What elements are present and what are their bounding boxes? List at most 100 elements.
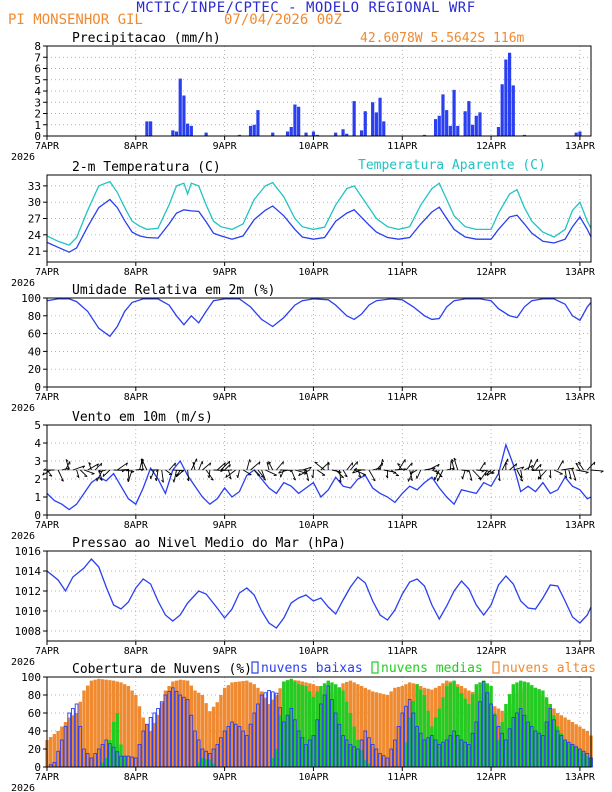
wind-frame: [46, 424, 592, 516]
wind-barb: [192, 462, 196, 471]
wind-barb-head: [382, 459, 384, 463]
wind-barb-head: [49, 474, 53, 477]
precip-bar: [304, 132, 308, 136]
wind-barb-head: [409, 471, 413, 475]
wind-barb: [590, 469, 604, 472]
wind-barb: [150, 469, 155, 479]
wind-barb-head: [338, 479, 342, 483]
temp-xtick-label: 13APR: [565, 267, 596, 278]
cloud-mid-bar: [433, 717, 438, 767]
wind-barb: [220, 460, 231, 471]
clouds-xtick-label: 7APR: [35, 772, 60, 783]
wind-xtick-label: 11APR: [387, 520, 418, 531]
wind-barb-head: [381, 462, 384, 466]
rh-xtick-label: 11APR: [387, 392, 418, 403]
cloud-mid-bar: [411, 700, 416, 767]
wind-barb-head: [340, 476, 344, 478]
cloud-high-bar: [237, 681, 242, 767]
cloud-high-bar: [208, 711, 212, 767]
cloud-high-bar: [189, 685, 194, 767]
cloud-high-bar: [230, 682, 234, 767]
cloud-high-bar: [78, 701, 83, 767]
cloud-high-bar: [356, 684, 360, 767]
precip-bar: [334, 132, 338, 136]
cloud-mid-bar: [441, 697, 445, 767]
wind-barb-head: [266, 461, 270, 465]
wind-barb: [87, 463, 99, 471]
cloud-mid-bar: [552, 715, 556, 767]
wind-barb-head: [358, 475, 362, 478]
pmsl-xtick-label: 9APR: [213, 646, 238, 657]
wind-barb-head: [298, 472, 301, 476]
cloud-high-bar: [352, 682, 356, 767]
wind-barb: [302, 466, 312, 471]
cloud-mid-bar: [119, 744, 123, 767]
precip-bar: [189, 125, 193, 136]
cloud-high-bar: [97, 678, 101, 767]
cloud-mid-bar: [208, 759, 212, 767]
cloud-mid-bar: [430, 726, 434, 767]
wind-barb-head: [209, 462, 212, 466]
cloud-mid-bar: [367, 763, 371, 767]
cloud-high-bar: [215, 702, 219, 767]
clouds-year-label: 2026: [11, 783, 35, 792]
wind-barb: [527, 459, 532, 471]
precip-ytick-label: 3: [34, 96, 41, 109]
clouds-plot-area: [47, 677, 591, 767]
wind-barb: [161, 469, 164, 483]
wind-barb: [202, 462, 212, 471]
temp-title: 2-m Temperatura (C): [72, 160, 221, 175]
wind-barb-head: [327, 461, 330, 465]
wind-barb: [165, 469, 173, 476]
clouds-ytick-label: 20: [28, 743, 41, 756]
cloud-high-bar: [359, 686, 364, 767]
cloud-mid-bar: [581, 752, 586, 767]
wind-series-0: [46, 442, 592, 511]
wind-barb: [88, 462, 92, 471]
cloud-mid-bar: [574, 746, 578, 767]
cloud-mid-bar: [537, 689, 541, 767]
cloud-high-bar: [100, 679, 105, 767]
wind-barb-head: [484, 472, 487, 476]
cloud-mid-bar: [348, 713, 353, 767]
wind-barb: [449, 460, 452, 471]
precip-bar: [237, 134, 242, 136]
cloud-high-bar: [52, 734, 57, 767]
cloud-high-bar: [145, 724, 149, 767]
wind-barb-head: [354, 467, 358, 471]
cloud-mid-bar: [567, 742, 571, 767]
clouds-ytick-label: 60: [28, 707, 41, 720]
cloud-high-bar: [130, 690, 134, 767]
cloud-high-bar: [123, 684, 127, 767]
cloud-high-bar: [267, 704, 271, 767]
wind-barb-head: [432, 467, 436, 471]
wind-barb: [568, 469, 572, 480]
cloud-mid-bar: [544, 697, 549, 767]
wind-barb-head: [521, 466, 525, 470]
cloud-high-bar: [271, 699, 275, 767]
cloud-legend-label: nuvens medias: [381, 661, 483, 676]
wind-barb: [372, 467, 381, 471]
cloud-mid-bar: [578, 749, 582, 767]
wind-barb: [557, 460, 564, 471]
cloud-high-bar: [74, 713, 79, 767]
cloud-mid-bar: [426, 710, 430, 767]
cloud-legend-swatch: [492, 661, 500, 674]
cloud-high-bar: [82, 690, 86, 767]
wind-xtick-label: 12APR: [476, 520, 507, 531]
wind-barb: [172, 469, 184, 472]
precip-bar: [204, 132, 208, 136]
wind-barb-head: [486, 472, 489, 476]
cloud-mid-bar: [548, 704, 552, 767]
precip-xtick-label: 7APR: [35, 141, 60, 152]
cloud-high-bar: [241, 681, 245, 767]
wind-barb: [472, 469, 482, 480]
wind-barb-head: [519, 479, 523, 482]
cloud-high-bar: [248, 682, 253, 767]
wind-barb: [516, 469, 524, 482]
wind-barb-head: [397, 463, 401, 466]
precip-bar: [341, 129, 345, 136]
cloud-mid-bar: [282, 681, 286, 767]
wind-barb: [501, 458, 509, 471]
